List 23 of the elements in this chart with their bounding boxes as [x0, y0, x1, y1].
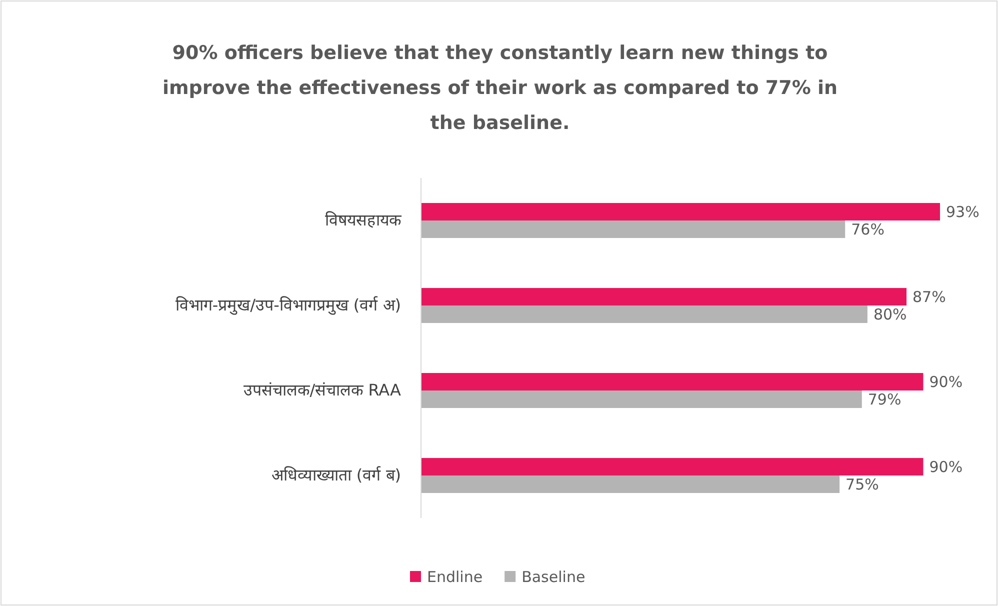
data-label: 76%	[851, 220, 884, 238]
y-tick-label: अधिव्याख्याता (वर्ग ब)	[271, 466, 401, 484]
data-label: 75%	[846, 475, 879, 494]
data-label: 87%	[912, 288, 946, 306]
data-label: 79%	[868, 390, 902, 408]
bar	[421, 373, 924, 390]
data-label: 90%	[929, 372, 963, 391]
data-label: 80%	[873, 305, 907, 324]
bar	[421, 458, 924, 476]
bar	[421, 203, 940, 220]
bar	[421, 476, 840, 493]
legend-label: Baseline	[522, 568, 586, 586]
data-label: 90%	[929, 458, 963, 476]
bar	[421, 390, 862, 408]
bar	[421, 306, 868, 323]
y-tick-label: उपसंचालक/संचालक RAA	[244, 380, 402, 400]
bar	[421, 220, 846, 238]
bar	[421, 288, 907, 306]
legend-label: Endline	[427, 568, 483, 586]
data-label: 93%	[946, 202, 980, 221]
chart-title: 90% officers believe that they constantly learn new things to improve the effectiveness of their work as compared to 77% in the baseline.	[162, 42, 838, 134]
y-tick-label: विषयसहायक	[325, 210, 402, 230]
y-tick-label: विभाग-प्रमुख/उप-विभागप्रमुख (वर्ग अ)	[175, 296, 401, 316]
